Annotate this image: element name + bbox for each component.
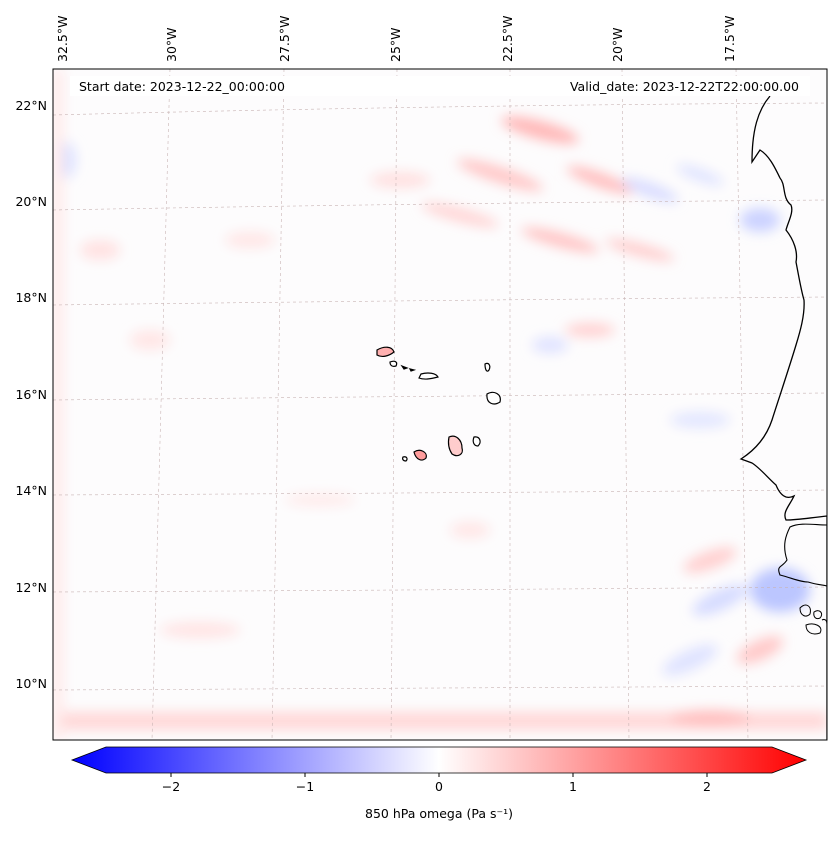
colorbar-label: 850 hPa omega (Pa s⁻¹) xyxy=(365,806,513,821)
colorbar-ticks: −2 −1 0 1 2 xyxy=(162,773,711,794)
map-frame xyxy=(52,68,828,741)
colorbar-tick-label: 0 xyxy=(435,779,443,794)
lon-tick: 27.5°W xyxy=(277,16,292,62)
colorbar-bar xyxy=(70,746,808,774)
lat-tick: 16°N xyxy=(15,387,47,402)
lat-tick: 12°N xyxy=(15,580,47,595)
lat-tick: 14°N xyxy=(15,483,47,498)
colorbar-tick-label: −1 xyxy=(296,779,314,794)
graticule xyxy=(53,69,827,740)
map-area[interactable]: Start date: 2023-12-22_00:00:00 Valid_da… xyxy=(53,69,827,740)
lon-tick: 17.5°W xyxy=(722,16,737,62)
bissau-islands xyxy=(799,604,827,635)
colorbar-tick-label: −2 xyxy=(162,779,180,794)
longitude-axis: 32.5°W 30°W 27.5°W 25°W 22.5°W 20°W 17.5… xyxy=(55,16,737,62)
map-background xyxy=(53,69,827,740)
lon-tick: 22.5°W xyxy=(500,16,515,62)
colorbar-tick-label: 2 xyxy=(703,779,711,794)
lon-tick: 32.5°W xyxy=(55,16,70,62)
start-date-label: Start date: 2023-12-22_00:00:00 xyxy=(79,79,285,94)
lon-tick: 20°W xyxy=(610,27,625,62)
lat-tick: 18°N xyxy=(15,290,47,305)
lon-tick: 30°W xyxy=(164,27,179,62)
omega-field xyxy=(53,69,827,740)
latitude-axis: 22°N 20°N 18°N 16°N 14°N 12°N 10°N xyxy=(15,98,47,691)
africa-coastline xyxy=(739,95,827,740)
valid-date-label: Valid_date: 2023-12-22T22:00:00.00 xyxy=(570,79,799,94)
cape-verde-islands xyxy=(376,346,501,462)
lat-tick: 20°N xyxy=(15,194,47,209)
lon-tick: 25°W xyxy=(388,27,403,62)
header-band xyxy=(70,76,810,96)
colorbar: −2 −1 0 1 2 850 hPa omega (Pa s⁻¹) xyxy=(70,746,808,821)
lat-tick: 22°N xyxy=(15,98,47,113)
colorbar-tick-label: 1 xyxy=(569,779,577,794)
lat-tick: 10°N xyxy=(15,676,47,691)
guinea-coast xyxy=(778,523,827,587)
